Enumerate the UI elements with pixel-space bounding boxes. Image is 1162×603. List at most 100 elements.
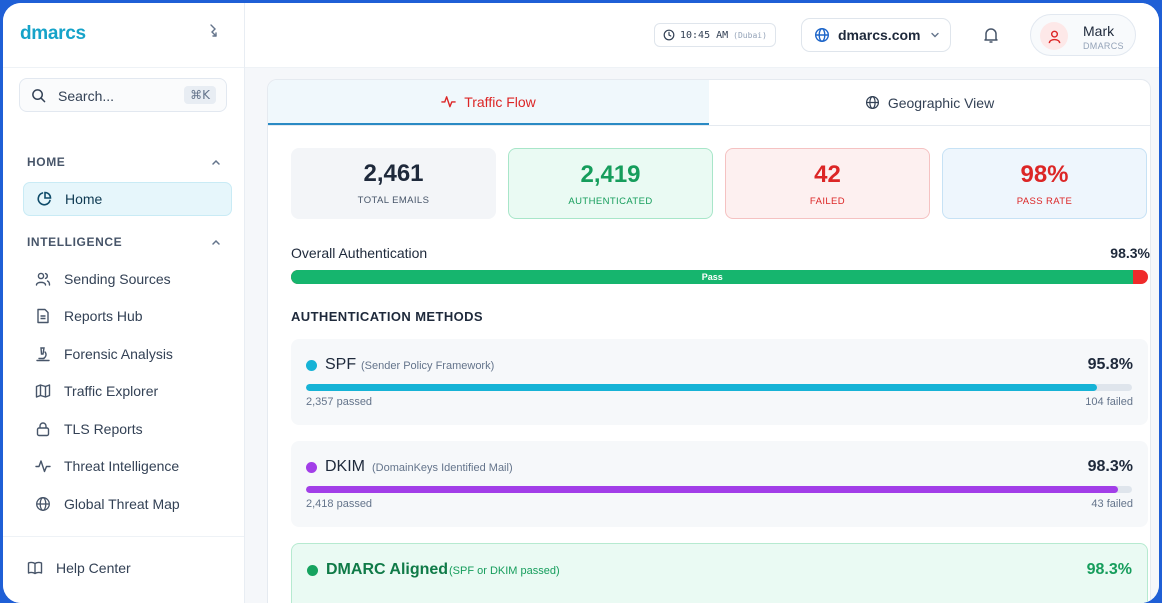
section-title-intelligence: INTELLIGENCE: [27, 235, 123, 249]
view-tabs: Traffic Flow Geographic View: [268, 80, 1150, 126]
sidebar-item-help-center[interactable]: Help Center: [15, 551, 224, 585]
globe-icon: [865, 95, 879, 110]
microscope-icon: [36, 347, 50, 362]
user-name: Mark: [1083, 23, 1115, 39]
user-org: DMARCS: [1083, 41, 1124, 51]
stat-label: FAILED: [809, 196, 846, 207]
stat-value: 98%: [1020, 161, 1069, 188]
auth-methods-title: AUTHENTICATION METHODS: [291, 309, 483, 324]
method-passed-count: 2,418 passed: [306, 498, 373, 510]
users-icon: [35, 272, 51, 286]
tab-geographic-view[interactable]: Geographic View: [709, 80, 1150, 125]
tab-traffic-flow[interactable]: Traffic Flow: [268, 80, 709, 125]
search-icon: [32, 89, 46, 103]
map-icon: [35, 384, 51, 398]
sidebar-item-home[interactable]: Home: [23, 182, 232, 216]
section-title-home: HOME: [27, 155, 66, 169]
sidebar-item-tls-reports[interactable]: TLS Reports: [23, 412, 232, 446]
user-icon: [1048, 30, 1060, 43]
method-failed-count: 104 failed: [1085, 396, 1133, 408]
sidebar-item-label: Threat Intelligence: [64, 458, 180, 474]
sidebar-item-threat-intelligence[interactable]: Threat Intelligence: [23, 449, 232, 483]
collapse-sidebar-icon[interactable]: [206, 23, 222, 39]
sidebar: dmarcs Search... ⌘K HOME Home INTELLIGEN…: [3, 3, 245, 603]
stat-card-failed: 42 FAILED: [725, 148, 930, 219]
book-icon: [27, 561, 43, 575]
tab-label: Traffic Flow: [464, 93, 536, 110]
chevron-down-icon: [931, 32, 940, 38]
method-percent: 98.3%: [1086, 561, 1132, 578]
sidebar-item-label: Sending Sources: [64, 271, 171, 287]
status-dot: [306, 360, 317, 371]
search-shortcut-badge: ⌘K: [184, 86, 216, 104]
app-window: dmarcs Search... ⌘K HOME Home INTELLIGEN…: [3, 3, 1159, 603]
sidebar-item-label: Home: [65, 191, 103, 207]
sidebar-item-label: Forensic Analysis: [64, 346, 173, 362]
sidebar-item-sending-sources[interactable]: Sending Sources: [23, 262, 232, 296]
method-percent: 95.8%: [1087, 356, 1133, 373]
sidebar-item-label: TLS Reports: [64, 421, 143, 437]
clock-badge: 10:45 AM (Dubai): [654, 23, 776, 47]
clock-icon: [663, 29, 675, 41]
overall-pass-fill: Pass: [291, 270, 1134, 284]
stat-label: PASS RATE: [1016, 196, 1073, 207]
activity-icon: [441, 96, 456, 108]
method-progress-fill: [306, 384, 1098, 391]
sidebar-item-traffic-explorer[interactable]: Traffic Explorer: [23, 374, 232, 408]
search-input[interactable]: Search... ⌘K: [19, 78, 227, 112]
avatar: [1040, 22, 1068, 50]
sidebar-item-label: Global Threat Map: [64, 496, 180, 512]
method-description: (DomainKeys Identified Mail): [372, 462, 513, 474]
domain-selector[interactable]: dmarcs.com: [801, 18, 951, 52]
method-percent: 98.3%: [1087, 458, 1133, 475]
clock-time: 10:45 AM: [680, 29, 729, 41]
stat-label: TOTAL EMAILS: [357, 195, 430, 206]
pie-chart-icon: [37, 191, 52, 206]
method-description: (SPF or DKIM passed): [449, 565, 560, 577]
method-card-dkim: DKIM (DomainKeys Identified Mail) 98.3% …: [291, 441, 1148, 527]
domain-selector-value: dmarcs.com: [838, 27, 921, 43]
stat-value: 2,419: [580, 161, 641, 188]
clock-timezone: (Dubai): [733, 30, 767, 40]
method-card-dmarc-aligned: DMARC Aligned (SPF or DKIM passed) 98.3%: [291, 543, 1148, 603]
sidebar-item-label: Traffic Explorer: [64, 383, 159, 399]
method-failed-count: 43 failed: [1091, 498, 1133, 510]
method-name: SPF: [325, 356, 357, 373]
sidebar-divider: [3, 67, 244, 68]
stat-card-pass-rate: 98% PASS RATE: [942, 148, 1147, 219]
globe-icon: [36, 497, 50, 511]
method-card-spf: SPF (Sender Policy Framework) 95.8% 2,35…: [291, 339, 1148, 425]
bell-icon[interactable]: [982, 26, 1000, 44]
chevron-up-icon[interactable]: [210, 156, 222, 168]
top-header: 10:45 AM (Dubai) dmarcs.com Mark DMARCS: [245, 3, 1159, 68]
file-text-icon: [37, 308, 49, 324]
sidebar-item-forensic-analysis[interactable]: Forensic Analysis: [23, 337, 232, 371]
lock-icon: [36, 422, 50, 437]
chevron-up-icon[interactable]: [210, 236, 222, 248]
search-placeholder: Search...: [58, 88, 115, 104]
stat-card-authenticated: 2,419 AUTHENTICATED: [508, 148, 713, 219]
sidebar-item-reports-hub[interactable]: Reports Hub: [23, 299, 232, 333]
method-progress-bar: [306, 486, 1132, 493]
overall-auth-bar: Pass: [291, 270, 1148, 284]
method-passed-count: 2,357 passed: [306, 396, 373, 408]
sidebar-item-global-threat-map[interactable]: Global Threat Map: [23, 487, 232, 521]
logo: dmarcs: [20, 23, 86, 44]
method-progress-fill: [306, 486, 1118, 493]
activity-icon: [35, 460, 51, 473]
tab-label: Geographic View: [887, 94, 995, 111]
stat-card-total-emails: 2,461 TOTAL EMAILS: [291, 148, 496, 219]
stat-label: AUTHENTICATED: [568, 196, 653, 207]
method-name: DKIM: [325, 458, 365, 475]
overall-pass-label: Pass: [701, 272, 723, 282]
sidebar-item-label: Reports Hub: [64, 308, 143, 324]
stat-value: 2,461: [363, 160, 424, 187]
stat-value: 42: [814, 161, 841, 188]
status-dot: [307, 565, 318, 576]
method-description: (Sender Policy Framework): [361, 360, 495, 372]
dashboard-panel: Traffic Flow Geographic View 2,461 TOTAL…: [267, 79, 1151, 603]
sidebar-divider: [3, 536, 244, 537]
user-menu[interactable]: Mark DMARCS: [1030, 14, 1136, 56]
overall-auth-percent: 98.3%: [1110, 245, 1150, 261]
globe-icon: [814, 27, 830, 43]
